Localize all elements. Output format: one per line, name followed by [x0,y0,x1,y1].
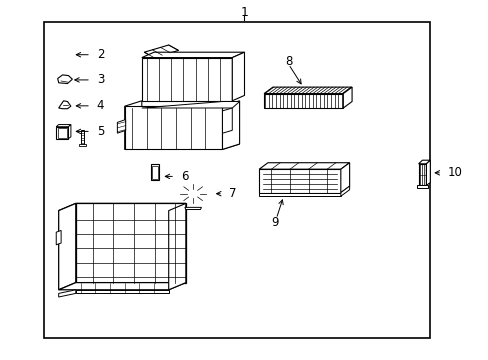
Polygon shape [59,283,185,290]
Polygon shape [142,102,239,108]
Ellipse shape [58,49,69,60]
Polygon shape [150,164,159,180]
Polygon shape [79,144,85,146]
Text: 8: 8 [285,55,292,68]
Text: 1: 1 [240,6,248,19]
Polygon shape [259,169,340,193]
Text: 2: 2 [97,48,104,61]
Polygon shape [418,160,429,164]
Polygon shape [56,127,68,139]
Polygon shape [416,185,427,188]
Polygon shape [68,125,71,139]
Bar [44,22,429,338]
Polygon shape [343,87,351,108]
Polygon shape [59,203,185,211]
Polygon shape [264,87,351,94]
Polygon shape [142,52,244,58]
Polygon shape [124,144,239,149]
Polygon shape [81,130,84,144]
Polygon shape [124,101,142,149]
Polygon shape [117,120,125,133]
Circle shape [187,189,199,198]
Polygon shape [59,203,76,290]
Bar [152,166,158,179]
Polygon shape [124,106,222,149]
Text: 3: 3 [97,73,104,86]
Polygon shape [340,163,349,193]
Polygon shape [184,207,201,210]
Polygon shape [76,290,168,293]
Polygon shape [232,52,244,101]
Polygon shape [259,163,349,169]
Text: 9: 9 [271,216,278,229]
Polygon shape [56,230,61,245]
Text: 5: 5 [97,125,104,138]
Polygon shape [142,58,232,101]
Polygon shape [76,203,185,283]
Polygon shape [418,164,426,185]
Polygon shape [56,125,71,127]
Polygon shape [264,94,343,108]
Polygon shape [222,101,239,149]
Text: 10: 10 [447,166,462,179]
Text: 4: 4 [97,99,104,112]
Text: 7: 7 [228,187,236,200]
Polygon shape [59,101,71,109]
Polygon shape [58,75,72,84]
Bar [58,128,67,138]
Polygon shape [426,160,429,185]
Polygon shape [259,193,340,196]
Polygon shape [222,108,232,133]
Circle shape [150,179,160,186]
Polygon shape [144,45,178,58]
Polygon shape [59,290,76,297]
Polygon shape [340,186,349,196]
Polygon shape [168,203,185,290]
Circle shape [173,179,212,208]
Circle shape [67,199,89,215]
Text: 6: 6 [181,170,188,183]
